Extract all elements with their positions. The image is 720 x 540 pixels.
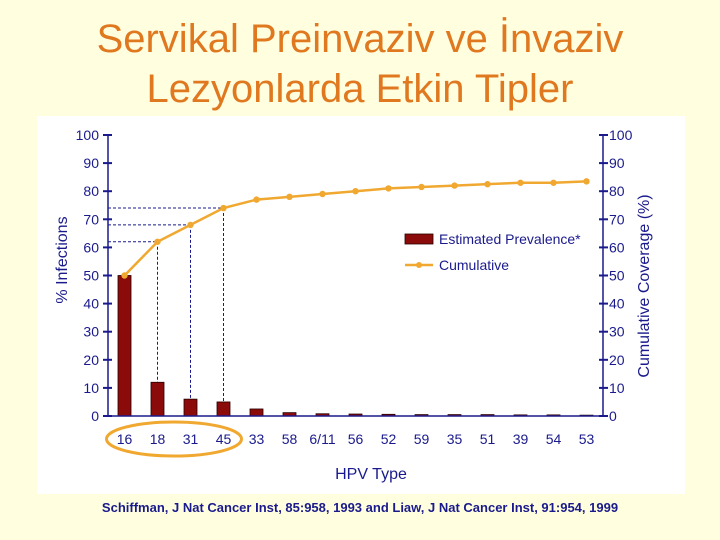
cumulative-point — [550, 179, 557, 186]
slide-title-line-2: Lezyonlarda Etkin Tipler — [146, 67, 574, 111]
y-tick-label-left: 80 — [83, 183, 99, 199]
x-tick-label: 54 — [546, 431, 562, 447]
cumulative-point — [154, 238, 161, 245]
x-tick-label: 52 — [381, 431, 397, 447]
y-tick-label-left: 0 — [91, 408, 99, 424]
cumulative-point — [484, 180, 491, 188]
y-tick-label-left: 20 — [83, 352, 99, 368]
y-tick-label-left: 40 — [83, 296, 99, 312]
bar-estimated-prevalence — [117, 275, 132, 417]
legend-label-cumulative: Cumulative — [439, 257, 509, 273]
cumulative-point — [187, 221, 194, 229]
y2-axis-label: Cumulative Coverage (%) — [636, 194, 653, 377]
x-tick-label: 16 — [117, 431, 133, 447]
cumulative-point — [517, 179, 524, 186]
cumulative-point — [583, 178, 590, 185]
x-tick-label: 39 — [513, 431, 529, 447]
bar-estimated-prevalence — [150, 381, 165, 417]
cumulative-point — [121, 272, 128, 279]
cumulative-point — [286, 193, 293, 201]
y-tick-label-right: 80 — [609, 183, 625, 199]
cumulative-point — [319, 190, 326, 198]
y-tick-label-left: 90 — [83, 155, 99, 171]
y-tick-label-left: 70 — [83, 211, 99, 227]
x-tick-label: 58 — [282, 431, 298, 447]
cumulative-point — [253, 196, 260, 203]
x-tick-label: 18 — [150, 431, 166, 447]
y-tick-label-right: 0 — [609, 408, 617, 424]
x-tick-label: 45 — [216, 431, 232, 447]
x-tick-label: 53 — [579, 431, 595, 447]
x-tick-label: 6/11 — [309, 431, 335, 447]
cumulative-point — [451, 182, 458, 189]
citation: Schiffman, J Nat Cancer Inst, 85:958, 19… — [101, 500, 619, 515]
y-tick-label-left: 60 — [83, 239, 99, 255]
y-tick-label-left: 50 — [83, 268, 99, 284]
y-tick-label-right: 70 — [609, 211, 625, 227]
legend-marker-cumulative — [416, 262, 422, 268]
bar-estimated-prevalence — [183, 398, 198, 417]
x-tick-label: 35 — [447, 431, 463, 447]
x-tick-label: 51 — [480, 431, 496, 447]
y-tick-label-right: 10 — [609, 380, 625, 396]
cumulative-point — [418, 183, 425, 191]
y-tick-label-left: 10 — [83, 380, 99, 396]
chart-panel — [37, 116, 685, 494]
cumulative-point — [352, 188, 359, 195]
y-tick-label-right: 90 — [609, 155, 625, 171]
y-tick-label-right: 100 — [609, 127, 633, 143]
x-tick-label: 31 — [183, 431, 199, 447]
x-tick-label: 33 — [249, 431, 265, 447]
y-tick-label-right: 40 — [609, 296, 625, 312]
y-axis-label: % Infections — [54, 216, 71, 303]
cumulative-point — [220, 204, 227, 212]
x-axis-label: HPV Type — [335, 466, 407, 483]
bar-estimated-prevalence — [249, 408, 264, 417]
y-tick-label-left: 100 — [76, 127, 100, 143]
bar-estimated-prevalence — [216, 401, 231, 417]
y-tick-label-left: 30 — [83, 324, 99, 340]
slide-title: Servikal Preinvaziv ve İnvaziv Lezyonlar… — [0, 14, 720, 114]
y-tick-label-right: 20 — [609, 352, 625, 368]
cumulative-line — [123, 180, 587, 277]
x-tick-label: 56 — [348, 431, 364, 447]
y-tick-label-right: 30 — [609, 324, 625, 340]
legend-label-prevalence: Estimated Prevalence* — [439, 231, 581, 247]
cumulative-point — [385, 185, 392, 192]
x-tick-label: 59 — [414, 431, 430, 447]
highlight-ellipse — [105, 420, 243, 458]
legend-swatch-prevalence — [404, 233, 434, 245]
y-tick-label-right: 50 — [609, 268, 625, 284]
hpv-type-chart: 0 0 10 10 20 20 30 30 40 40 50 50 60 60 70 70 80 80 90 90 10… — [54, 127, 653, 483]
slide-title-line-1: Servikal Preinvaziv ve İnvaziv — [96, 17, 624, 61]
y-tick-label-right: 60 — [609, 239, 625, 255]
